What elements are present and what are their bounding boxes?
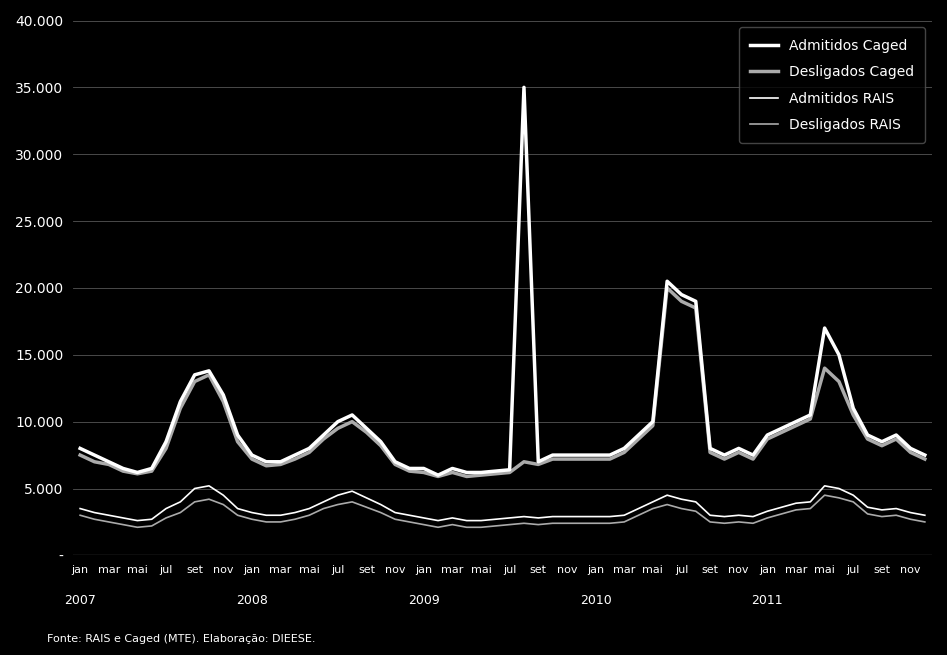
- Admitidos Caged: [518, 83, 529, 91]
- Admitidos Caged: [289, 451, 300, 459]
- Desligados RAIS: [920, 518, 931, 526]
- Admitidos Caged: [75, 445, 86, 453]
- Admitidos RAIS: [375, 500, 386, 508]
- Line: Admitidos Caged: Admitidos Caged: [80, 87, 925, 475]
- Desligados RAIS: [304, 512, 315, 519]
- Desligados Caged: [920, 455, 931, 463]
- Desligados RAIS: [132, 523, 143, 531]
- Admitidos RAIS: [920, 512, 931, 519]
- Admitidos RAIS: [347, 487, 358, 495]
- Desligados RAIS: [819, 491, 831, 499]
- Desligados Caged: [75, 451, 86, 459]
- Text: Fonte: RAIS e Caged (MTE). Elaboração: DIEESE.: Fonte: RAIS e Caged (MTE). Elaboração: D…: [47, 634, 316, 644]
- Desligados RAIS: [75, 512, 86, 519]
- Desligados Caged: [218, 398, 229, 405]
- Admitidos RAIS: [132, 517, 143, 525]
- Admitidos Caged: [633, 431, 644, 439]
- Line: Desligados Caged: Desligados Caged: [80, 288, 925, 476]
- Admitidos RAIS: [633, 504, 644, 512]
- Desligados Caged: [347, 418, 358, 426]
- Desligados Caged: [661, 284, 672, 292]
- Desligados Caged: [433, 472, 444, 480]
- Admitidos Caged: [433, 471, 444, 479]
- Text: 2011: 2011: [752, 594, 783, 607]
- Desligados RAIS: [361, 503, 372, 511]
- Legend: Admitidos Caged, Desligados Caged, Admitidos RAIS, Desligados RAIS: Admitidos Caged, Desligados Caged, Admit…: [739, 28, 925, 143]
- Admitidos Caged: [218, 391, 229, 399]
- Admitidos Caged: [318, 431, 330, 439]
- Admitidos Caged: [361, 424, 372, 432]
- Desligados RAIS: [375, 509, 386, 517]
- Text: 2009: 2009: [408, 594, 439, 607]
- Admitidos RAIS: [204, 482, 215, 490]
- Text: 2010: 2010: [580, 594, 612, 607]
- Admitidos RAIS: [246, 509, 258, 517]
- Desligados Caged: [318, 435, 330, 443]
- Admitidos RAIS: [318, 498, 330, 506]
- Desligados Caged: [289, 455, 300, 463]
- Admitidos RAIS: [75, 504, 86, 512]
- Desligados Caged: [361, 428, 372, 436]
- Desligados RAIS: [332, 500, 344, 508]
- Line: Admitidos RAIS: Admitidos RAIS: [80, 486, 925, 521]
- Desligados Caged: [618, 449, 630, 457]
- Admitidos Caged: [920, 451, 931, 459]
- Text: 2008: 2008: [236, 594, 268, 607]
- Desligados RAIS: [618, 518, 630, 526]
- Line: Desligados RAIS: Desligados RAIS: [80, 495, 925, 527]
- Admitidos RAIS: [389, 509, 401, 517]
- Desligados RAIS: [232, 512, 243, 519]
- Admitidos Caged: [347, 411, 358, 419]
- Text: 2007: 2007: [64, 594, 96, 607]
